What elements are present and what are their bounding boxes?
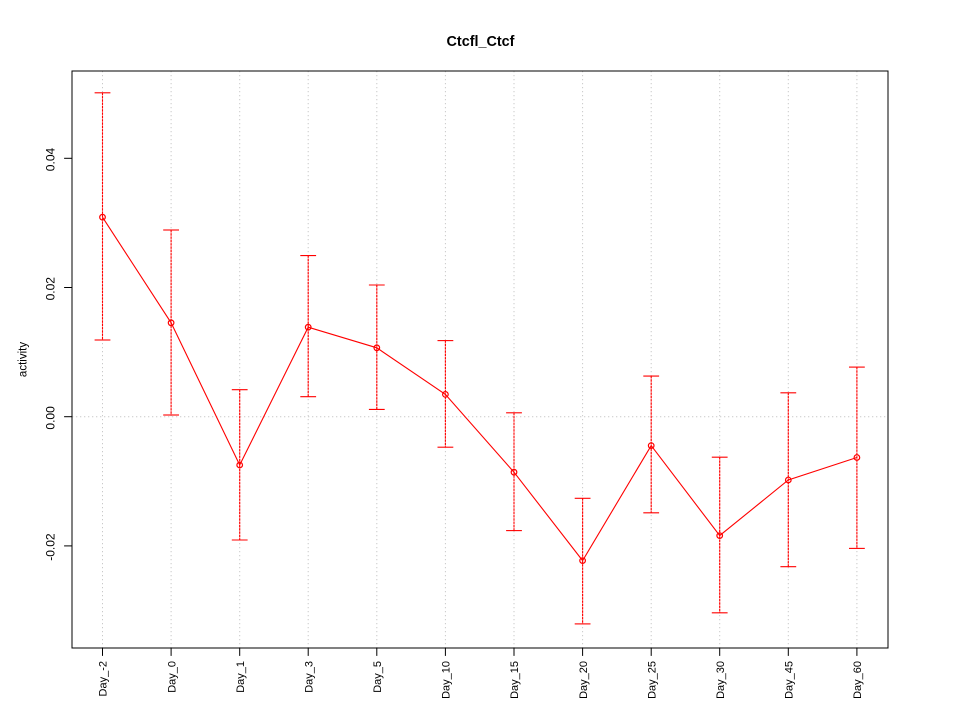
svg-text:0.00: 0.00 [44, 406, 58, 430]
svg-text:0.04: 0.04 [44, 147, 58, 171]
svg-text:Day_-2: Day_-2 [98, 661, 110, 696]
svg-text:0.02: 0.02 [44, 277, 58, 301]
svg-text:Day_30: Day_30 [715, 661, 727, 699]
svg-text:Day_60: Day_60 [852, 661, 864, 699]
svg-text:Day_20: Day_20 [578, 661, 590, 699]
svg-text:Ctcfl_Ctcf: Ctcfl_Ctcf [447, 34, 515, 50]
svg-text:Day_10: Day_10 [441, 661, 453, 699]
svg-text:activity: activity [18, 342, 30, 377]
svg-text:Day_5: Day_5 [372, 661, 384, 693]
svg-text:Day_0: Day_0 [166, 661, 178, 693]
svg-text:Day_15: Day_15 [509, 661, 521, 699]
svg-text:-0.02: -0.02 [44, 533, 58, 561]
svg-text:Day_45: Day_45 [784, 661, 796, 699]
svg-text:Day_25: Day_25 [646, 661, 658, 699]
svg-text:Day_1: Day_1 [235, 661, 247, 693]
svg-text:Day_3: Day_3 [303, 661, 315, 693]
